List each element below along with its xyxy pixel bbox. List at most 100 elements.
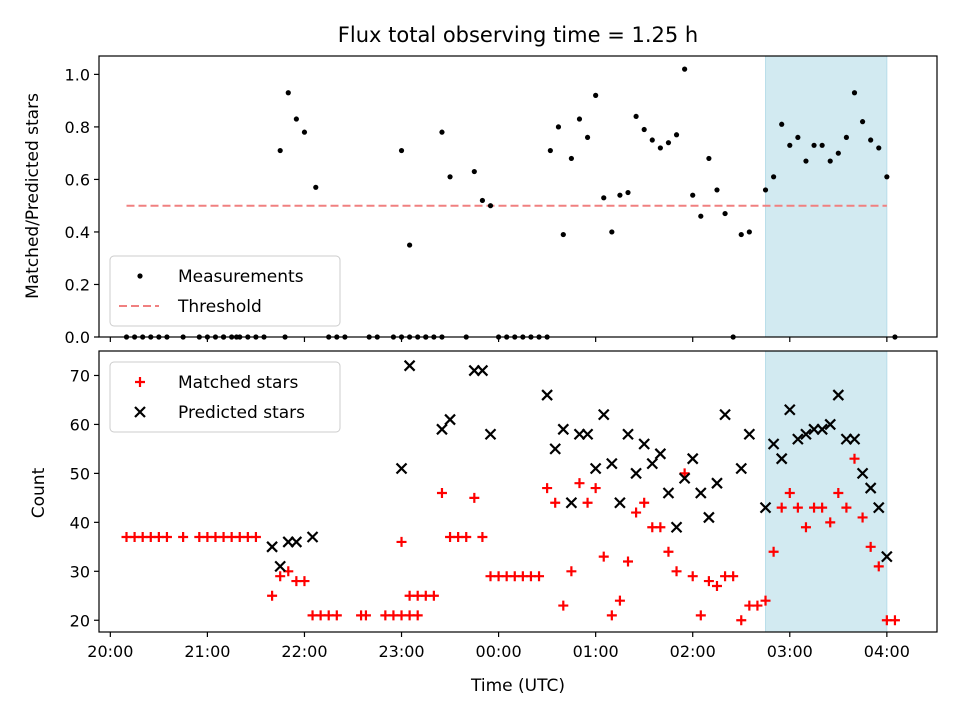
data-point [395, 462, 408, 475]
data-point [711, 580, 722, 591]
data-point [396, 536, 407, 547]
data-point [657, 145, 663, 151]
data-point [555, 124, 562, 130]
data-point [277, 147, 283, 154]
data-point [360, 610, 371, 621]
data-point [476, 364, 489, 377]
data-point [800, 428, 812, 441]
x-tick-label: 20:00 [87, 642, 133, 661]
data-point [679, 468, 690, 479]
legend-label: Threshold [177, 297, 262, 317]
data-point [825, 517, 836, 528]
data-point [857, 512, 868, 523]
data-point [275, 571, 286, 582]
data-point [649, 137, 655, 143]
x-tick-label: 00:00 [476, 642, 522, 661]
data-point [843, 134, 850, 141]
data-point [444, 413, 456, 426]
y-tick-label: 40 [70, 513, 90, 532]
y-tick-label: 50 [70, 464, 90, 483]
data-point [407, 242, 413, 248]
data-point [633, 113, 639, 120]
data-point [557, 423, 570, 436]
data-point [609, 229, 615, 235]
data-point [762, 187, 769, 193]
legend-label: Matched stars [178, 373, 298, 393]
data-point [447, 174, 453, 180]
data-point [714, 187, 720, 193]
data-point [816, 423, 828, 436]
data-point [625, 189, 631, 196]
y-tick-label: 70 [70, 366, 90, 385]
data-point [787, 142, 793, 148]
x-tick-label: 04:00 [864, 642, 910, 661]
data-point [856, 467, 869, 480]
data-point [884, 174, 890, 180]
data-point [589, 462, 602, 475]
data-point [849, 453, 860, 464]
x-tick-label: 01:00 [573, 642, 619, 661]
data-point [641, 126, 647, 133]
data-point [266, 541, 278, 553]
data-point [824, 418, 837, 431]
data-point [686, 452, 699, 465]
data-point [581, 428, 594, 441]
data-point [776, 502, 787, 513]
data-point [639, 497, 650, 508]
top-axes-frame [98, 55, 938, 338]
data-point [178, 532, 189, 543]
data-point [398, 147, 405, 154]
data-point [671, 566, 682, 577]
data-point [865, 541, 876, 552]
data-point [746, 229, 752, 235]
data-point [547, 147, 553, 154]
data-point [735, 462, 748, 475]
data-point [872, 501, 885, 514]
legend-marker [135, 377, 145, 387]
bottom-panel: 20 30 40 50 60 70 20:00 21:00 22:00 23:00 00:00 01:… [70, 350, 938, 661]
data-point [665, 140, 672, 146]
data-point [784, 403, 796, 416]
data-point [550, 497, 561, 508]
data-point [301, 129, 308, 135]
data-point [687, 571, 698, 582]
data-point [864, 482, 877, 494]
data-point [584, 134, 591, 141]
data-point [690, 192, 696, 198]
top-legend: Measurements Threshold [109, 255, 341, 327]
data-point [597, 408, 610, 421]
data-point [670, 521, 683, 534]
data-point [601, 195, 607, 201]
data-point [719, 408, 731, 421]
data-point [703, 576, 714, 587]
data-point [841, 502, 852, 513]
data-point [819, 142, 825, 148]
data-point [695, 610, 706, 621]
data-point [792, 502, 803, 513]
data-point [638, 438, 650, 450]
data-point [784, 487, 795, 498]
data-point [654, 448, 667, 460]
data-point [576, 116, 583, 122]
data-point [859, 119, 866, 125]
data-point [695, 487, 707, 499]
y-tick-label: 60 [70, 415, 90, 434]
data-point [549, 443, 561, 455]
data-point [566, 566, 577, 577]
data-point [811, 142, 817, 148]
data-point [663, 546, 674, 557]
data-point [682, 66, 688, 72]
data-point [848, 433, 861, 445]
y-tick-label: 1.0 [65, 65, 90, 84]
data-point [290, 536, 303, 548]
data-point [568, 155, 574, 162]
data-point [873, 561, 884, 572]
y-tick-label: 0.0 [65, 328, 90, 347]
data-point [161, 532, 172, 543]
y-tick-label: 0.6 [65, 170, 90, 189]
figure-title: Flux total observing time = 1.25 h [338, 23, 698, 47]
data-point [662, 487, 675, 499]
data-point [542, 483, 553, 494]
bottom-axes-frame [98, 350, 938, 633]
